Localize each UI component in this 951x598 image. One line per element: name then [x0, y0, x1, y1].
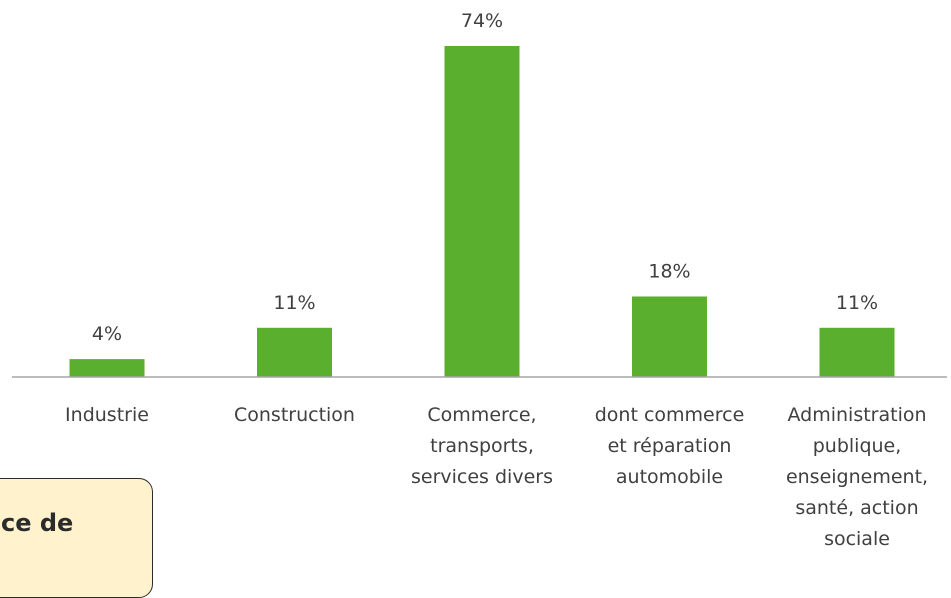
data-label-5: 11%	[836, 292, 878, 314]
bar-5	[819, 327, 895, 377]
category-label-line: transports,	[430, 435, 534, 457]
category-label-4: dont commerce et réparation automobile	[595, 404, 745, 488]
category-label-line: santé, action	[795, 497, 918, 519]
category-label-line: automobile	[616, 466, 723, 488]
bar-4	[632, 296, 707, 377]
callout-box: ce de	[0, 478, 153, 598]
bar-3	[444, 46, 520, 377]
category-label-2: Construction	[234, 404, 355, 426]
bar-1	[69, 359, 145, 377]
bar-chart: 4% 11% 74% 18% 11% Industrie Construction Comm…	[12, 10, 947, 550]
category-label-3: Commerce, transports, services divers	[411, 404, 553, 488]
category-label-line: publique,	[813, 435, 902, 457]
category-label-line: enseignement,	[786, 466, 928, 488]
category-label-line: sociale	[824, 528, 890, 550]
category-label-line: Commerce,	[427, 404, 536, 426]
data-label-4: 18%	[648, 260, 690, 282]
category-label-1: Industrie	[65, 404, 149, 426]
category-label-line: services divers	[411, 466, 553, 488]
category-label-line: Administration	[787, 404, 926, 426]
bar-2	[257, 327, 332, 377]
category-label-5: Administration publique, enseignement, sant…	[786, 404, 928, 550]
category-label-line: Construction	[234, 404, 355, 426]
category-label-line: dont commerce	[595, 404, 745, 426]
data-label-1: 4%	[92, 323, 122, 345]
category-label-line: et réparation	[608, 435, 732, 457]
category-label-line: Industrie	[65, 404, 149, 426]
callout-text: ce de	[1, 509, 74, 537]
data-label-2: 11%	[273, 292, 315, 314]
data-label-3: 74%	[461, 10, 503, 32]
